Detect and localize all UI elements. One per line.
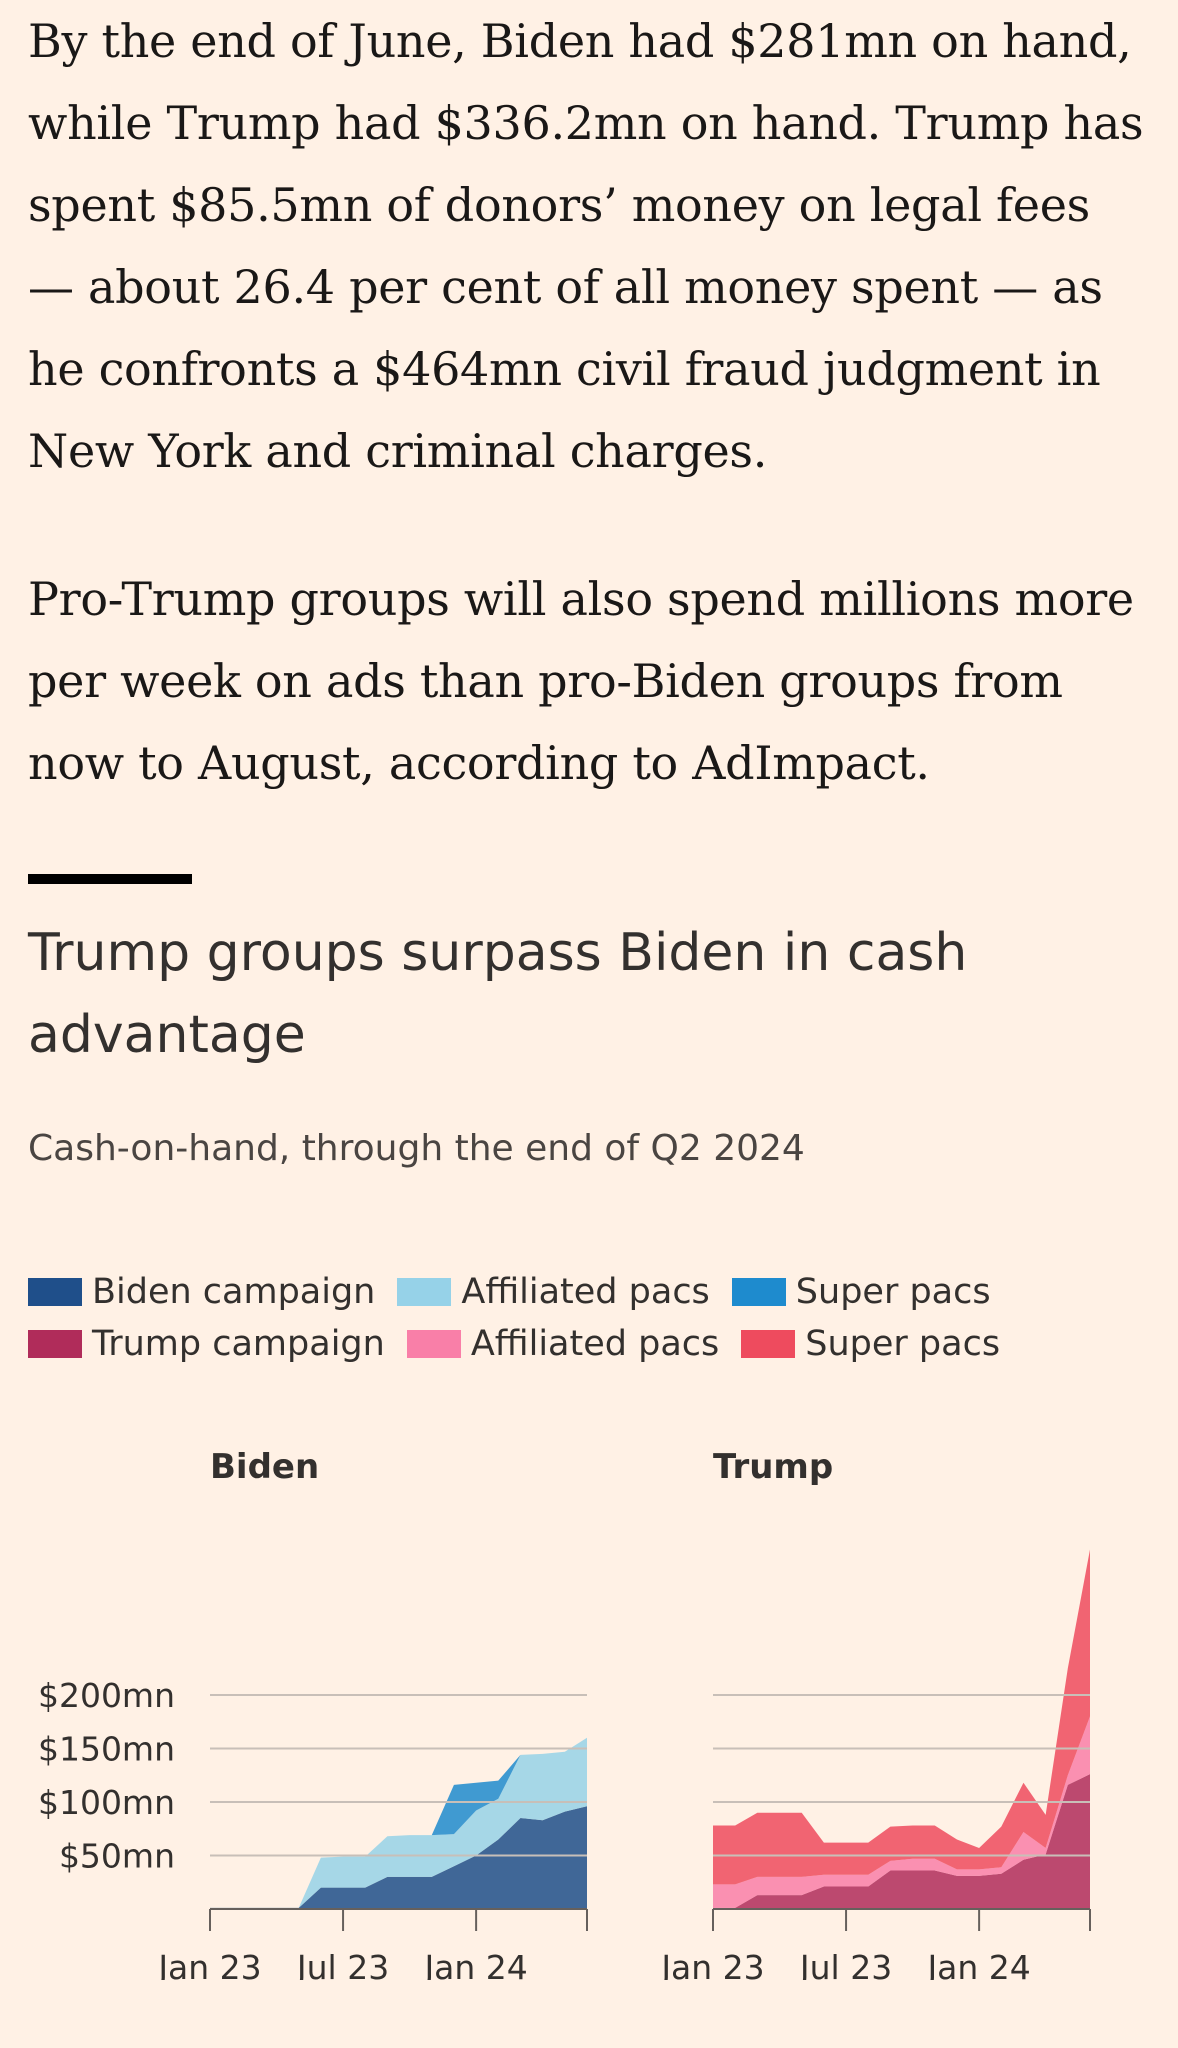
- legend-label: Affiliated pacs: [470, 1324, 720, 1364]
- chart-panel-biden: Biden $50mn $100mn $150mn $200mn Jan 23 Jul 23…: [38, 1447, 588, 1980]
- article-paragraph: By the end of June, Biden had $281mn on …: [28, 14, 1144, 478]
- article-body: By the end of June, Biden had $281mn on …: [28, 0, 1148, 804]
- x-tick-label: Jul 23: [295, 1948, 389, 1980]
- legend-row-trump: Trump campaign Affiliated pacs Super pac…: [28, 1318, 1168, 1370]
- legend-item: Affiliated pacs: [406, 1324, 720, 1364]
- legend-item: Super pacs: [731, 1272, 991, 1312]
- chart-panel-trump: Trump Jan 23 Jul 23 Jan 24: [659, 1447, 1091, 1980]
- x-tick-label: Jan 24: [422, 1948, 527, 1980]
- legend-label: Super pacs: [795, 1272, 991, 1312]
- legend-swatch: [28, 1330, 82, 1358]
- panel-title: Biden: [210, 1447, 319, 1487]
- legend-item: Affiliated pacs: [397, 1272, 710, 1312]
- panel-title: Trump: [713, 1447, 833, 1487]
- area-series-biden-campaign: [210, 1806, 587, 1909]
- x-tick-label: Jan 24: [925, 1948, 1030, 1980]
- legend-swatch: [741, 1330, 796, 1358]
- area-series-affiliated-pacs: [210, 1737, 587, 1908]
- legend-swatch: [731, 1278, 786, 1306]
- x-tick-label: Jul 23: [798, 1948, 892, 1980]
- y-tick-label: $100mn: [38, 1783, 175, 1822]
- chart-divider: [28, 874, 192, 884]
- area-series-trump-campaign: [713, 1774, 1090, 1909]
- legend-label: Super pacs: [805, 1324, 1001, 1364]
- legend-item: Biden campaign: [28, 1272, 375, 1312]
- x-tick-label: Jan 23: [156, 1948, 261, 1980]
- x-tick-label: Jan 23: [659, 1948, 764, 1980]
- legend-swatch: [397, 1278, 452, 1306]
- legend-label: Affiliated pacs: [461, 1272, 710, 1312]
- chart-subtitle: Cash-on-hand, through the end of Q2 2024: [28, 1128, 805, 1169]
- y-tick-label: $200mn: [38, 1676, 175, 1715]
- y-tick-label: $50mn: [59, 1837, 175, 1876]
- legend-item: Trump campaign: [28, 1324, 385, 1364]
- legend-row-biden: Biden campaign Affiliated pacs Super pac…: [28, 1266, 1168, 1318]
- area-series-super-pacs: [713, 1549, 1090, 1885]
- legend-swatch: [28, 1278, 82, 1306]
- chart-legend: Biden campaign Affiliated pacs Super pac…: [28, 1266, 1168, 1370]
- y-tick-label: $150mn: [38, 1730, 175, 1769]
- chart-title: Trump groups surpass Biden in cash advan…: [28, 923, 968, 1065]
- legend-label: Trump campaign: [92, 1324, 385, 1364]
- article-paragraph: Pro-Trump groups will also spend million…: [28, 572, 1134, 790]
- legend-item: Super pacs: [741, 1324, 1000, 1364]
- area-series-affiliated-pacs: [713, 1716, 1090, 1908]
- charts-svg: Biden $50mn $100mn $150mn $200mn Jan 23 Jul 23…: [38, 1447, 1091, 1980]
- legend-label: Biden campaign: [92, 1272, 376, 1312]
- legend-swatch: [406, 1330, 461, 1358]
